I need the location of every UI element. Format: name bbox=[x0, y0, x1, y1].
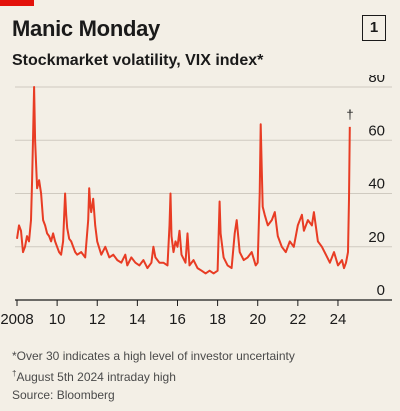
y-tick-label: 60 bbox=[368, 122, 385, 139]
chart-number-badge: 1 bbox=[362, 15, 386, 41]
x-tick-label: 16 bbox=[169, 311, 186, 328]
dagger-mark: † bbox=[12, 369, 17, 378]
chart-title: Manic Monday bbox=[12, 16, 160, 41]
x-tick-label: 18 bbox=[209, 311, 226, 328]
dagger-annotation: † bbox=[346, 107, 353, 122]
footnote-intraday-text: August 5th 2024 intraday high bbox=[16, 370, 176, 384]
x-tick-label: 20 bbox=[249, 311, 266, 328]
y-tick-label: 20 bbox=[368, 229, 385, 246]
y-tick-label: 80 bbox=[368, 75, 385, 86]
brand-bar bbox=[0, 0, 34, 6]
x-tick-label: 24 bbox=[330, 311, 347, 328]
footnote-threshold: *Over 30 indicates a high level of inves… bbox=[12, 349, 295, 363]
x-tick-label: 22 bbox=[290, 311, 307, 328]
x-tick-label: 2008 bbox=[0, 311, 33, 328]
x-tick-label: 14 bbox=[129, 311, 146, 328]
footnote-intraday: †August 5th 2024 intraday high bbox=[12, 365, 295, 386]
source-note: Source: Bloomberg bbox=[12, 388, 115, 402]
chart-subtitle: Stockmarket volatility, VIX index* bbox=[12, 52, 264, 69]
y-tick-label: 0 bbox=[377, 282, 385, 299]
vix-line-chart: 0 20 40 60 80 2008 10 12 14 16 18 20 22 24 † bbox=[0, 75, 392, 328]
y-tick-label: 40 bbox=[368, 176, 385, 193]
chart-notes: *Over 30 indicates a high level of inves… bbox=[12, 347, 295, 404]
x-tick-label: 10 bbox=[49, 311, 66, 328]
x-tick-label: 12 bbox=[89, 311, 106, 328]
vix-series-line bbox=[16, 86, 351, 275]
